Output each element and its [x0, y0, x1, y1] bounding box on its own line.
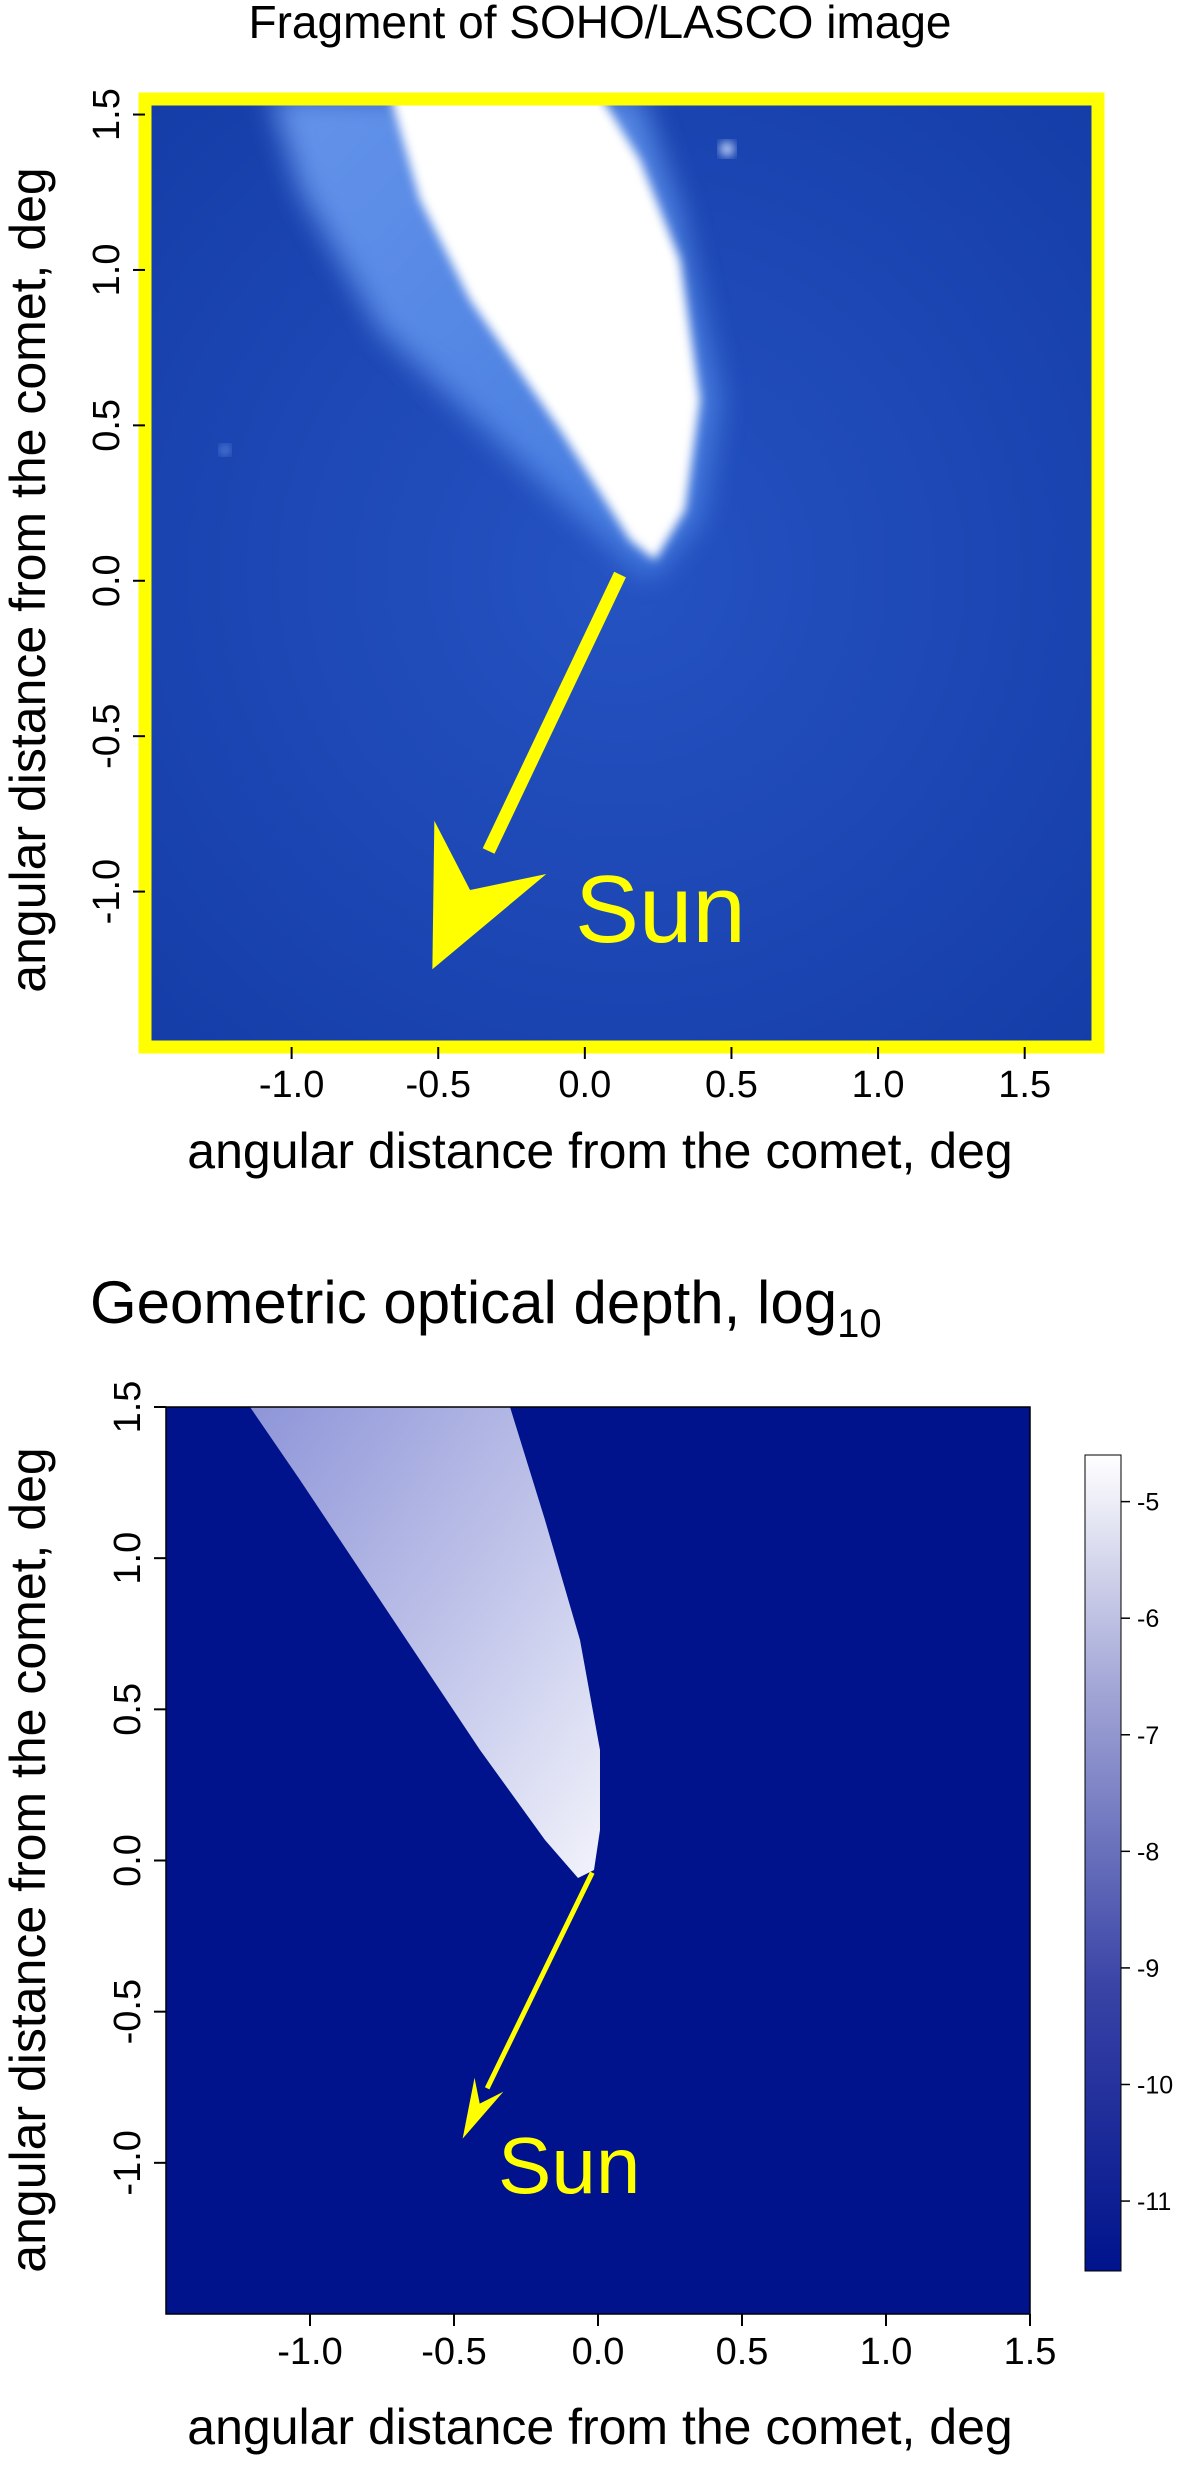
x-ticks: -1.0 -0.5 0.0 0.5 1.0 1.5: [277, 2314, 1056, 2373]
y-tick-label: -1.0: [86, 859, 128, 924]
sun-arrow-head: [462, 2077, 504, 2139]
y-tick-label: -1.0: [107, 2130, 149, 2195]
star: [220, 445, 230, 455]
y-axis-label: angular distance from the comet, deg: [0, 167, 56, 992]
colorbar: -5 -6 -7 -8 -9 -10 -11: [1084, 1454, 1173, 2272]
x-tick-label: 0.5: [716, 2331, 769, 2373]
colorbar-tick-label: -9: [1137, 1955, 1159, 1983]
x-tick-label: 1.5: [998, 1064, 1051, 1106]
x-tick-label: -0.5: [421, 2331, 486, 2373]
x-tick-label: 1.0: [860, 2331, 913, 2373]
optical-depth-panel: Geometric optical depth, log10 Sun -1.0-…: [0, 1269, 1173, 2455]
x-axis-label: angular distance from the comet, deg: [187, 2399, 1012, 2455]
colorbar-tick-label: -5: [1137, 1489, 1159, 1517]
tail-core: [391, 99, 700, 560]
y-tick-label: 1.5: [107, 1381, 149, 1434]
modeled-tail: [250, 1407, 600, 1878]
x-tick-label: 1.0: [852, 1064, 905, 1106]
y-tick-label: 1.0: [86, 244, 128, 297]
sun-label: Sun: [498, 2121, 640, 2210]
y-tick-label: -0.5: [107, 1979, 149, 2044]
x-tick-label: 0.5: [705, 1064, 758, 1106]
colorbar-tick-label: -6: [1137, 1605, 1159, 1633]
sun-arrow: [462, 1871, 595, 2139]
colorbar-tick-label: -8: [1137, 1838, 1159, 1866]
y-tick-label: 0.5: [86, 399, 128, 452]
y-ticks: -1.0 -0.5 0.0 0.5 1.0 1.5: [86, 88, 145, 924]
y-tick-label: 0.0: [107, 1834, 149, 1887]
star: [720, 142, 734, 156]
colorbar-tick-label: -10: [1137, 2071, 1173, 2099]
colorbar-tick-label: -11: [1137, 2188, 1171, 2216]
sun-arrow-shaft: [482, 571, 626, 854]
y-tick-label: 0.0: [86, 554, 128, 607]
sun-label: Sun: [575, 856, 746, 963]
colorbar-gradient: [1084, 1454, 1122, 2272]
x-tick-label: -1.0: [259, 1064, 324, 1106]
sun-arrow: [432, 571, 626, 970]
colorbar-tick-label: -7: [1137, 1722, 1159, 1750]
y-tick-label: 0.5: [107, 1683, 149, 1736]
x-axis-label: angular distance from the comet, deg: [187, 1123, 1012, 1179]
image-frame: [138, 92, 1105, 1054]
x-ticks: -1.0 -0.5 0.0 0.5 1.0 1.5: [259, 1047, 1051, 1106]
x-tick-label: -0.5: [405, 1064, 470, 1106]
y-tick-label: 1.5: [86, 88, 128, 141]
sun-arrow-head: [432, 820, 547, 970]
y-ticks: -1.0 -0.5 0.0 0.5 1.0 1.5: [107, 1381, 166, 2196]
y-axis-label: angular distance from the comet, deg: [0, 1447, 56, 2272]
optical-depth-title: Geometric optical depth, log10: [90, 1269, 882, 1346]
title-subscript: 10: [837, 1302, 882, 1346]
lasco-image: [145, 99, 1098, 1047]
optical-depth-map: [166, 1407, 1030, 2314]
x-tick-label: 1.5: [1004, 2331, 1057, 2373]
x-tick-label: 0.0: [558, 1064, 611, 1106]
y-tick-label: 1.0: [107, 1532, 149, 1585]
sun-arrow-shaft: [484, 1871, 595, 2090]
title-main: Geometric optical depth, log: [90, 1269, 837, 1336]
lasco-title: Fragment of SOHO/LASCO image: [248, 0, 951, 48]
lasco-image-panel: Fragment of SOHO/LASCO image Sun -1.0 -0.…: [0, 0, 1105, 1179]
x-tick-label: 0.0: [572, 2331, 625, 2373]
y-tick-label: -0.5: [86, 703, 128, 768]
x-tick-label: -1.0: [277, 2331, 342, 2373]
colorbar-ticks: -5 -6 -7 -8 -9 -10 -11: [1121, 1489, 1173, 2216]
